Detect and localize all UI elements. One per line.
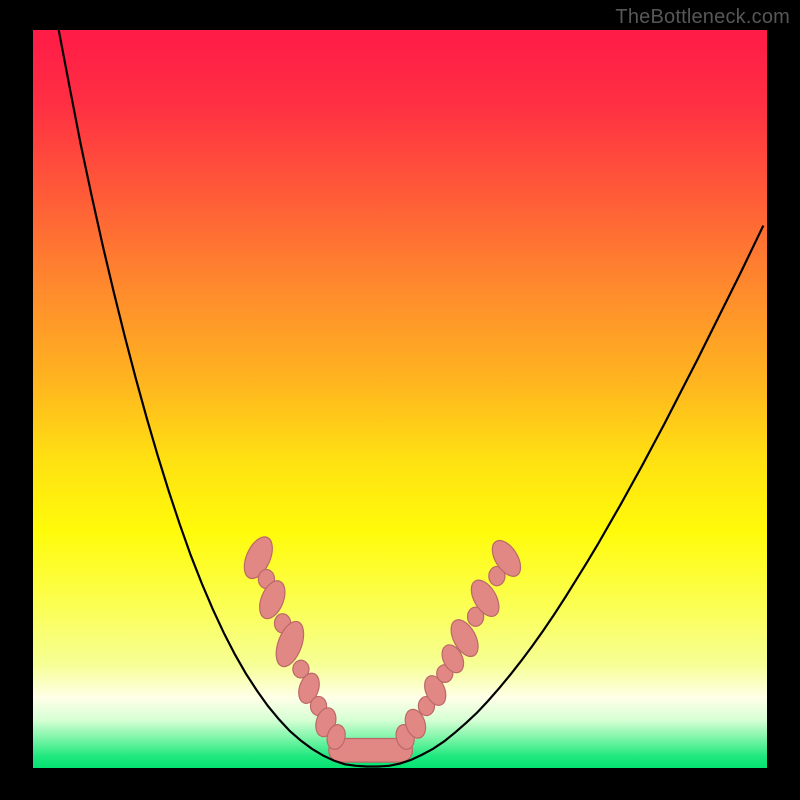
chart-background [33,30,767,768]
bottleneck-curve-chart [33,30,767,768]
watermark-text: TheBottleneck.com [615,6,790,29]
chart-container [33,30,767,768]
